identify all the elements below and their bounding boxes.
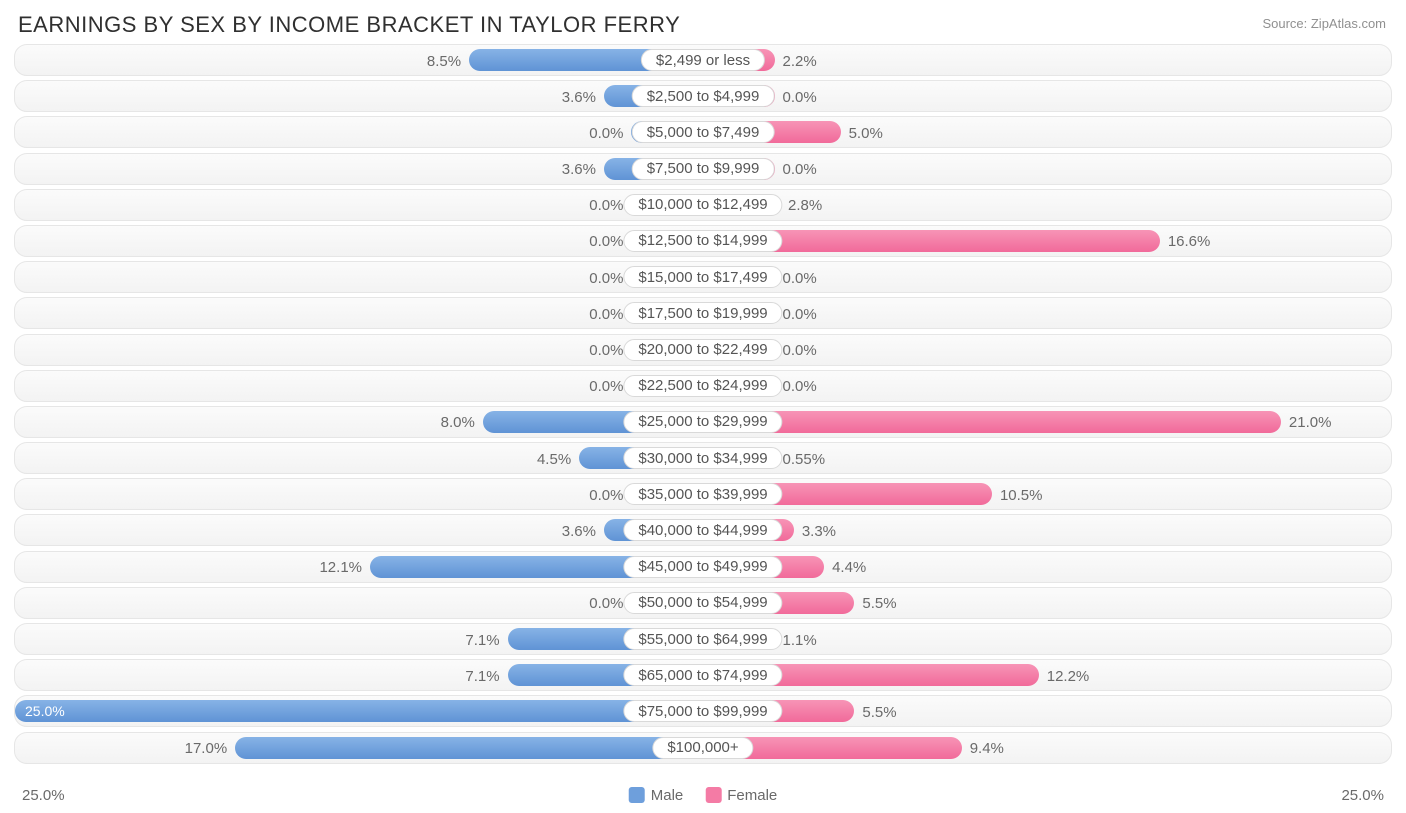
legend-male: Male [629, 787, 684, 804]
bracket-label: $50,000 to $54,999 [623, 592, 782, 614]
chart-row: 25.0% 5.5% $75,000 to $99,999 [14, 695, 1392, 727]
bracket-label: $17,500 to $19,999 [623, 302, 782, 324]
male-bar: 25.0% [15, 700, 703, 722]
female-pct-label: 2.2% [783, 45, 817, 77]
female-pct-label: 10.5% [1000, 479, 1043, 511]
male-pct-label: 3.6% [562, 154, 596, 186]
bracket-label: $2,499 or less [641, 49, 765, 71]
male-pct-label: 0.0% [589, 117, 623, 149]
chart-row: 0.0% 0.0%$22,500 to $24,999 [14, 370, 1392, 402]
male-pct-label: 0.0% [589, 262, 623, 294]
female-pct-label: 0.0% [783, 262, 817, 294]
bracket-label: $22,500 to $24,999 [623, 375, 782, 397]
bracket-label: $2,500 to $4,999 [632, 85, 775, 107]
female-pct-label: 0.0% [783, 371, 817, 403]
chart-row: 3.6% 0.0% $2,500 to $4,999 [14, 80, 1392, 112]
female-pct-label: 0.0% [783, 335, 817, 367]
female-pct-label: 0.0% [783, 81, 817, 113]
female-pct-label: 5.0% [849, 117, 883, 149]
male-pct-label: 8.0% [441, 407, 475, 439]
chart-row: 0.0% 0.0%$15,000 to $17,499 [14, 261, 1392, 293]
bracket-label: $25,000 to $29,999 [623, 411, 782, 433]
male-pct-label: 12.1% [319, 552, 362, 584]
chart-row: 12.1% 4.4% $45,000 to $49,999 [14, 551, 1392, 583]
male-pct-label: 8.5% [427, 45, 461, 77]
female-pct-label: 0.55% [783, 443, 826, 475]
bracket-label: $45,000 to $49,999 [623, 556, 782, 578]
male-pct-label: 3.6% [562, 81, 596, 113]
bracket-label: $40,000 to $44,999 [623, 519, 782, 541]
male-pct-label: 25.0% [15, 703, 75, 719]
bracket-label: $100,000+ [652, 737, 753, 759]
legend: Male Female [629, 787, 778, 804]
male-pct-label: 17.0% [185, 733, 228, 765]
diverging-bar-chart: 8.5% 2.2% $2,499 or less 3.6% 0.0% $2,500 to … [14, 44, 1392, 781]
chart-row: 3.6% 0.0% $7,500 to $9,999 [14, 153, 1392, 185]
chart-row: 7.1% 12.2% $65,000 to $74,999 [14, 659, 1392, 691]
male-pct-label: 7.1% [465, 660, 499, 692]
chart-row: 17.0% 9.4% $100,000+ [14, 732, 1392, 764]
bracket-label: $75,000 to $99,999 [623, 700, 782, 722]
legend-female: Female [705, 787, 777, 804]
legend-male-label: Male [651, 787, 684, 804]
male-pct-label: 3.6% [562, 515, 596, 547]
legend-female-label: Female [727, 787, 777, 804]
female-pct-label: 12.2% [1047, 660, 1090, 692]
female-pct-label: 4.4% [832, 552, 866, 584]
chart-row: 0.0% 0.0%$20,000 to $22,499 [14, 334, 1392, 366]
female-swatch-icon [705, 787, 721, 803]
male-pct-label: 0.0% [589, 479, 623, 511]
male-pct-label: 0.0% [589, 335, 623, 367]
male-pct-label: 4.5% [537, 443, 571, 475]
bracket-label: $30,000 to $34,999 [623, 447, 782, 469]
male-pct-label: 0.0% [589, 226, 623, 258]
female-pct-label: 5.5% [862, 696, 896, 728]
chart-row: 8.0% 21.0% $25,000 to $29,999 [14, 406, 1392, 438]
female-pct-label: 1.1% [783, 624, 817, 656]
bracket-label: $65,000 to $74,999 [623, 664, 782, 686]
chart-row: 0.0% 5.0% $5,000 to $7,499 [14, 116, 1392, 148]
chart-row: 7.1% 1.1%$55,000 to $64,999 [14, 623, 1392, 655]
chart-row: 3.6% 3.3% $40,000 to $44,999 [14, 514, 1392, 546]
female-pct-label: 2.8% [788, 190, 822, 222]
bracket-label: $12,500 to $14,999 [623, 230, 782, 252]
female-pct-label: 0.0% [783, 154, 817, 186]
female-pct-label: 21.0% [1289, 407, 1332, 439]
female-bar [703, 411, 1281, 433]
chart-row: 0.0% 16.6% $12,500 to $14,999 [14, 225, 1392, 257]
chart-row: 0.0% 2.8% $10,000 to $12,499 [14, 189, 1392, 221]
bracket-label: $15,000 to $17,499 [623, 266, 782, 288]
chart-row: 4.5% 0.55%$30,000 to $34,999 [14, 442, 1392, 474]
bracket-label: $55,000 to $64,999 [623, 628, 782, 650]
bracket-label: $7,500 to $9,999 [632, 158, 775, 180]
female-pct-label: 3.3% [802, 515, 836, 547]
axis-max-left: 25.0% [22, 787, 65, 804]
female-pct-label: 9.4% [970, 733, 1004, 765]
male-pct-label: 0.0% [589, 588, 623, 620]
chart-row: 0.0% 5.5% $50,000 to $54,999 [14, 587, 1392, 619]
male-swatch-icon [629, 787, 645, 803]
female-pct-label: 0.0% [783, 298, 817, 330]
male-pct-label: 0.0% [589, 298, 623, 330]
axis-max-right: 25.0% [1341, 787, 1384, 804]
male-pct-label: 0.0% [589, 371, 623, 403]
male-bar [235, 737, 703, 759]
male-pct-label: 7.1% [465, 624, 499, 656]
bracket-label: $5,000 to $7,499 [632, 121, 775, 143]
female-pct-label: 16.6% [1168, 226, 1211, 258]
chart-row: 0.0% 0.0%$17,500 to $19,999 [14, 297, 1392, 329]
source-attribution: Source: ZipAtlas.com [1262, 16, 1386, 31]
chart-row: 8.5% 2.2% $2,499 or less [14, 44, 1392, 76]
chart-row: 0.0% 10.5% $35,000 to $39,999 [14, 478, 1392, 510]
male-pct-label: 0.0% [589, 190, 623, 222]
bracket-label: $35,000 to $39,999 [623, 483, 782, 505]
bracket-label: $10,000 to $12,499 [623, 194, 782, 216]
female-pct-label: 5.5% [862, 588, 896, 620]
chart-title: EARNINGS BY SEX BY INCOME BRACKET IN TAY… [18, 12, 680, 38]
bracket-label: $20,000 to $22,499 [623, 339, 782, 361]
chart-footer: 25.0% Male Female 25.0% [14, 783, 1392, 807]
